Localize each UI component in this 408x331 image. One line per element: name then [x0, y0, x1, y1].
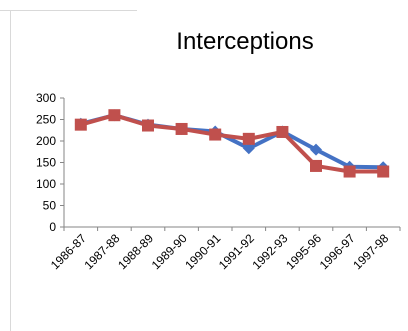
frame-top-border	[0, 10, 137, 11]
series-2-point	[209, 128, 222, 141]
chart-title: Interceptions	[176, 28, 314, 55]
series-1-line	[80, 113, 384, 170]
y-tick-label: 100	[36, 177, 56, 191]
y-tick-label: 300	[36, 91, 56, 105]
x-tick-label: 1989-90	[149, 231, 190, 272]
y-tick-label: 0	[49, 220, 56, 234]
x-tick-label: 1992-93	[249, 231, 290, 272]
series-2-point	[377, 165, 390, 178]
series-1-point	[310, 143, 322, 156]
series-2-point	[343, 165, 356, 178]
series-2-point	[242, 132, 255, 145]
y-tick-label: 50	[43, 199, 57, 213]
y-tick-label: 250	[36, 113, 56, 127]
x-tick-label: 1991-92	[216, 231, 257, 272]
series-2-point	[310, 159, 322, 172]
y-tick-label: 200	[36, 134, 56, 148]
x-tick-label: 1986-87	[48, 231, 89, 272]
x-tick-label: 1988-89	[115, 231, 156, 272]
x-tick-label: 1997-98	[350, 231, 391, 272]
series-2-point	[108, 109, 121, 122]
y-tick-label: 150	[36, 156, 56, 170]
x-tick-label: 1987-88	[81, 231, 122, 272]
series-2-line	[80, 113, 384, 174]
frame-left-border	[10, 10, 11, 331]
series-2-point	[276, 125, 289, 138]
x-tick-label: 1995-96	[283, 231, 324, 272]
x-tick-label: 1990-91	[182, 231, 223, 272]
series-2-point	[142, 119, 154, 132]
x-tick-label: 1996-97	[317, 231, 358, 272]
series-2-point	[175, 122, 188, 135]
series-1-point	[242, 142, 255, 155]
series-2-point	[74, 118, 87, 131]
